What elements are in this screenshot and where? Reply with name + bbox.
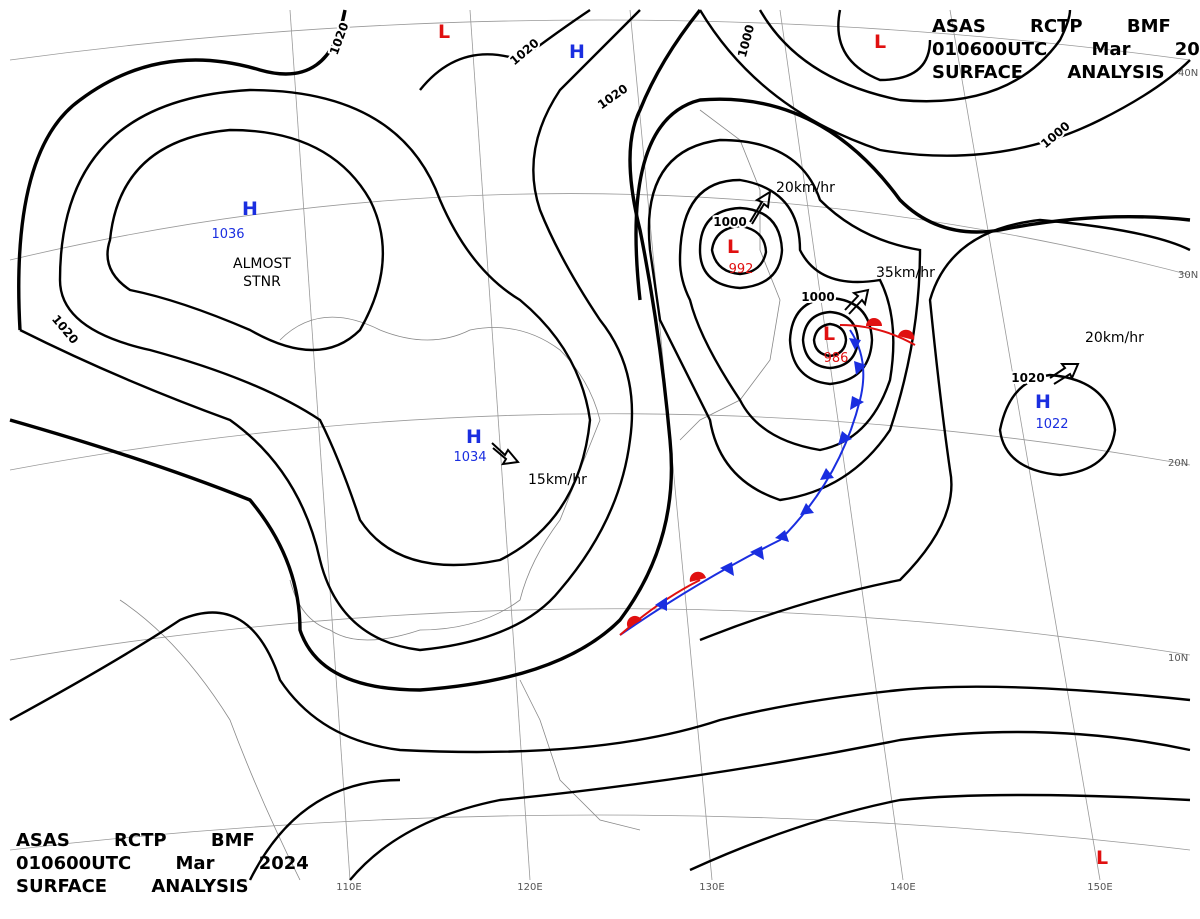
note: STNR [243, 274, 281, 290]
latitude-label: 10N [1168, 653, 1188, 664]
center-pressure: 992 [729, 262, 754, 277]
note: ALMOST [233, 256, 291, 272]
center-symbol: H [242, 198, 258, 220]
center-symbol: L [438, 21, 450, 43]
movement-speed: 20km/hr [776, 180, 835, 196]
footer-line: 010600UTC Mar 2024 [16, 853, 309, 874]
center-symbol: L [727, 236, 739, 258]
longitude-label: 130E [699, 882, 724, 893]
center-symbol: H [569, 41, 585, 63]
longitude-label: 110E [336, 882, 361, 893]
center-pressure: 1036 [211, 227, 244, 242]
latitude-label: 30N [1178, 270, 1198, 281]
latitude-label: 20N [1168, 458, 1188, 469]
center-symbol: H [466, 426, 482, 448]
header-line: 010600UTC Mar 2024 [932, 39, 1200, 60]
footer-line: ASAS RCTP BMF [16, 830, 255, 851]
cold-front [619, 329, 865, 636]
isobar-label: 1000 [713, 215, 746, 229]
header-line: SURFACE ANALYSIS [932, 62, 1165, 83]
center-symbol: L [823, 323, 835, 345]
warm-front [839, 324, 916, 346]
longitude-label: 120E [517, 882, 542, 893]
center-symbol: L [1096, 847, 1108, 869]
header-line: ASAS RCTP BMF [932, 16, 1171, 37]
center-symbol: H [1035, 391, 1051, 413]
center-pressure: 1034 [453, 450, 486, 465]
latitude-label: 40N [1178, 68, 1198, 79]
isobars [9, 8, 1191, 881]
footer-line: SURFACE ANALYSIS [16, 876, 249, 897]
movement-speed: 15km/hr [528, 472, 587, 488]
front-triangles [655, 338, 866, 611]
center-symbol: L [874, 31, 886, 53]
isobar-label: 1020 [1011, 371, 1044, 385]
center-pressure: 1022 [1035, 417, 1068, 432]
movement-speed: 35km/hr [876, 265, 935, 281]
longitude-label: 150E [1087, 882, 1112, 893]
isobar-label: 1000 [801, 290, 834, 304]
fronts [619, 318, 916, 636]
movement-speed: 20km/hr [1085, 330, 1144, 346]
longitude-label: 140E [890, 882, 915, 893]
movement-arrows [491, 190, 1080, 466]
center-pressure: 986 [824, 351, 849, 366]
front-semicircles [626, 318, 915, 628]
